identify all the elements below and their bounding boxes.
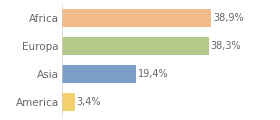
Text: 38,9%: 38,9% — [213, 13, 244, 23]
Bar — [62, 65, 136, 83]
Bar — [62, 93, 75, 111]
Text: 3,4%: 3,4% — [76, 97, 101, 107]
Bar — [62, 37, 209, 55]
Text: 38,3%: 38,3% — [211, 41, 241, 51]
Text: 19,4%: 19,4% — [138, 69, 169, 79]
Bar — [62, 9, 211, 27]
